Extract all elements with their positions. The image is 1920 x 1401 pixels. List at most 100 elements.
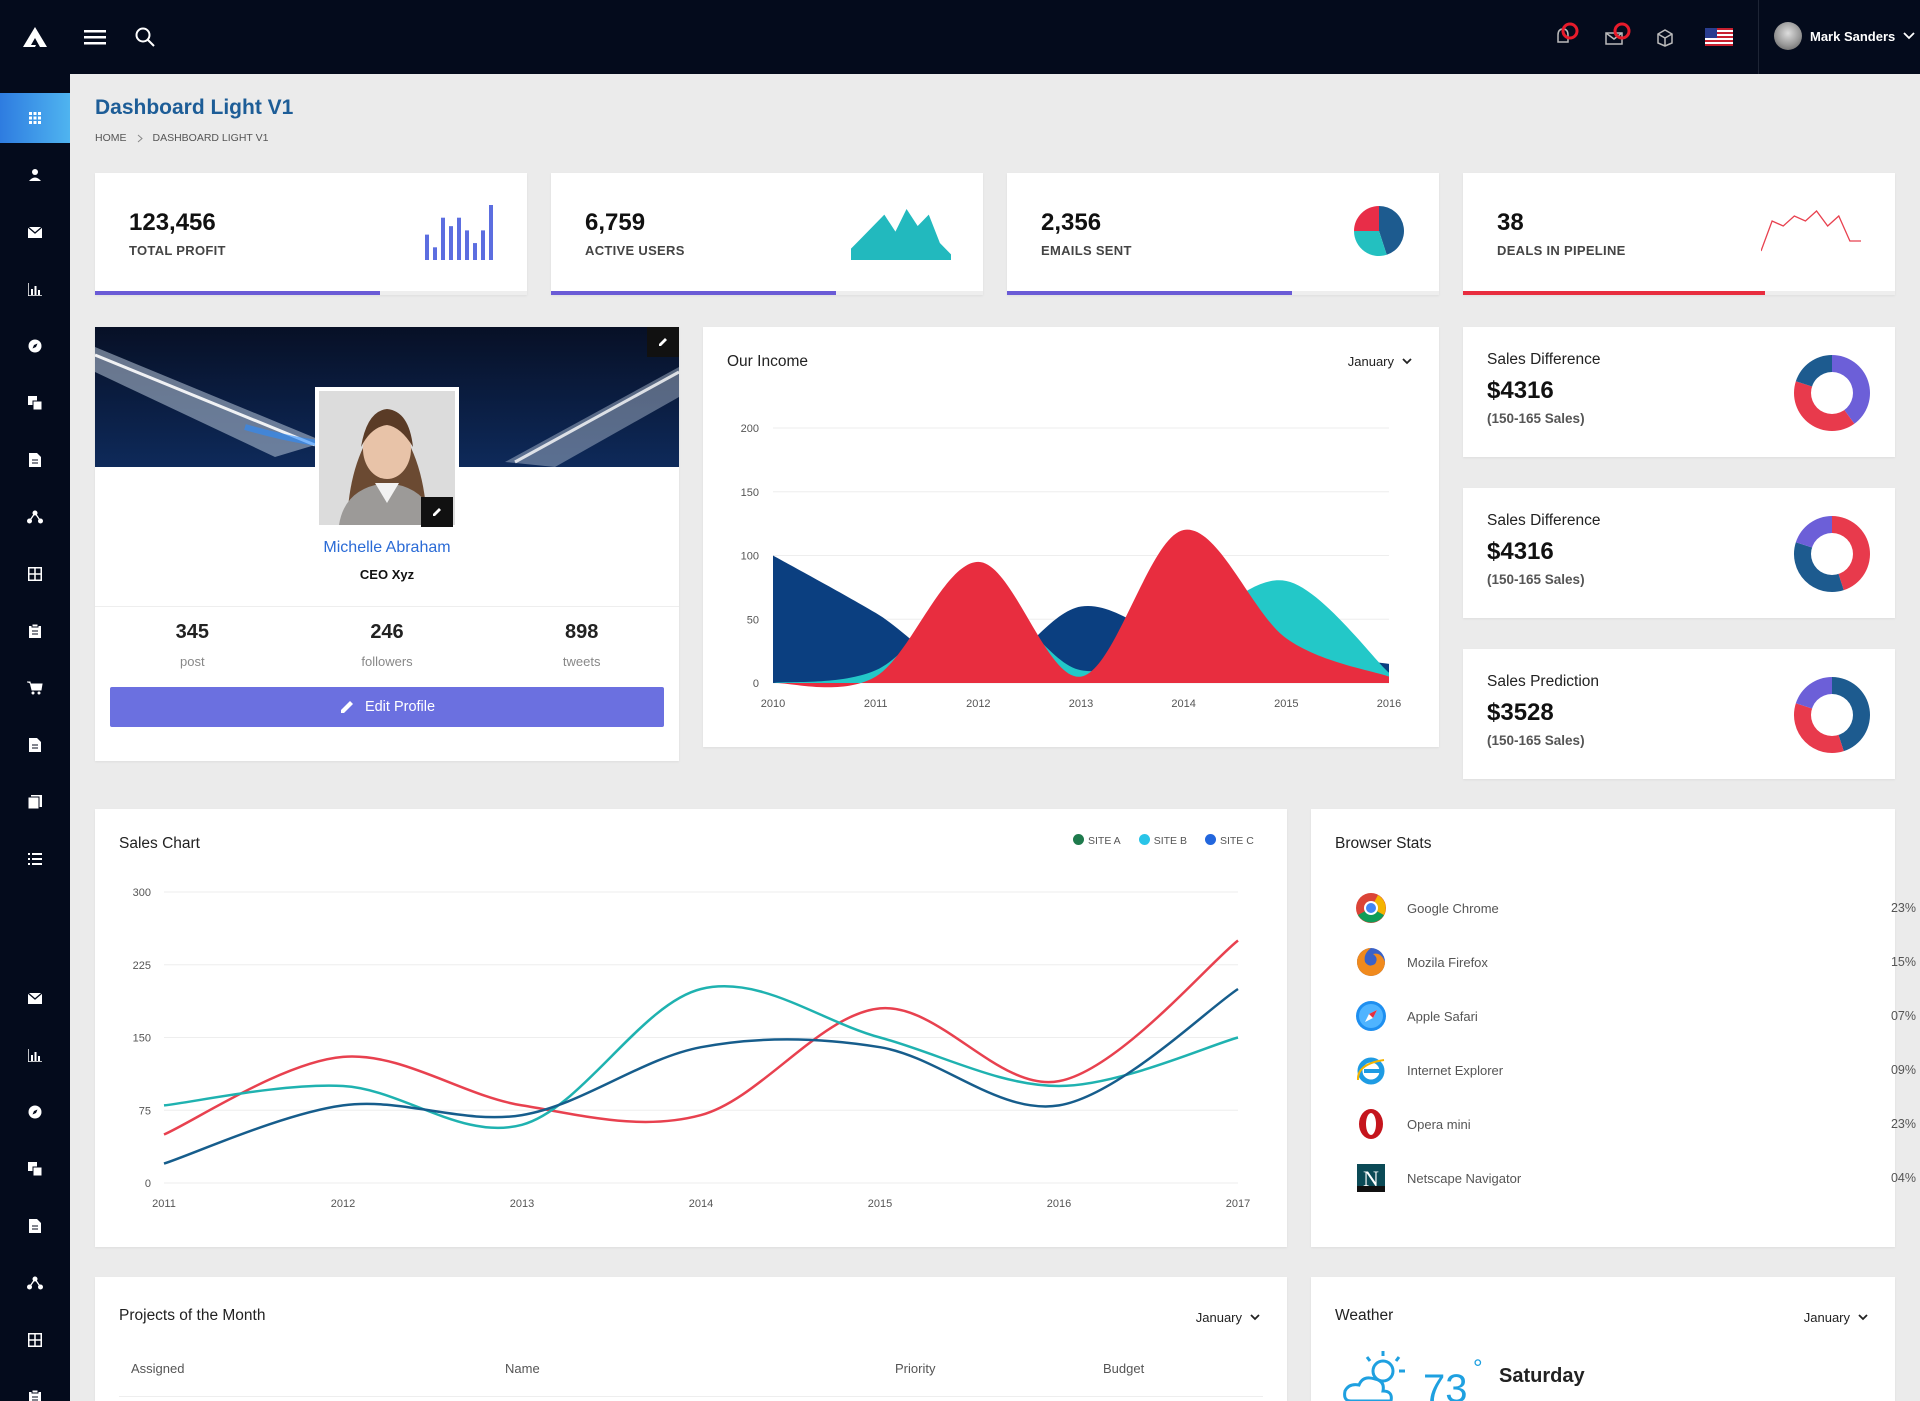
sidebar-item-dashboard[interactable]	[0, 93, 70, 143]
sidebar-item-grid-2[interactable]	[0, 1315, 70, 1365]
sidebar-item-explore[interactable]	[0, 321, 70, 371]
mini-pie-chart	[1354, 206, 1404, 256]
sales-card-title: Sales Difference	[1487, 512, 1601, 529]
mini-bar	[425, 234, 429, 260]
sidebar-item-sitemap-2[interactable]	[0, 1258, 70, 1308]
profile-name[interactable]: Michelle Abraham	[323, 539, 451, 556]
breadcrumb-home[interactable]: HOME	[95, 132, 127, 144]
sidebar-item-charts[interactable]	[0, 264, 70, 314]
y-tick-label: 225	[133, 960, 151, 972]
dashboard-icon	[29, 112, 41, 124]
sales-card-sub: (150-165 Sales)	[1487, 411, 1585, 426]
chevron-down-icon	[1903, 32, 1915, 40]
weather-degree: °	[1473, 1355, 1483, 1382]
sidebar	[0, 74, 70, 1401]
x-tick-label: 2013	[1069, 698, 1093, 710]
browser-row: Apple Safari 07%	[1341, 996, 1916, 1036]
legend-site-c[interactable]: SITE C	[1204, 834, 1254, 847]
sidebar-item-explore-2[interactable]	[0, 1087, 70, 1137]
cover-edit-button[interactable]	[647, 327, 679, 357]
mini-area-chart	[851, 209, 951, 260]
stat-progress	[1463, 291, 1895, 295]
stat-label: ACTIVE USERS	[585, 243, 685, 258]
projects-month-dropdown[interactable]: January	[1196, 1310, 1260, 1325]
sidebar-item-mail-2[interactable]	[0, 973, 70, 1023]
sidebar-item-copy-2[interactable]	[0, 1144, 70, 1194]
safari-icon	[1356, 1001, 1386, 1031]
stat-card-emails: 2,356 EMAILS SENT	[1007, 173, 1439, 295]
browser-pct: 07%	[1890, 1009, 1916, 1023]
weather-temp: 73	[1423, 1367, 1468, 1401]
stat-label: DEALS IN PIPELINE	[1497, 243, 1626, 258]
sidebar-item-grid[interactable]	[0, 549, 70, 599]
count-label: followers	[361, 654, 413, 669]
sales-card-value: $4316	[1487, 377, 1554, 404]
top-bar: Mark Sanders	[0, 0, 1920, 74]
us-flag-icon[interactable]	[1702, 20, 1736, 54]
browser-name: Internet Explorer	[1407, 1062, 1504, 1078]
column-header[interactable]: Budget	[1103, 1361, 1145, 1376]
chrome-icon	[1356, 893, 1386, 923]
browser-row: Mozila Firefox 15%	[1341, 942, 1916, 982]
sidebar-item-users[interactable]	[0, 150, 70, 200]
photo-edit-button[interactable]	[421, 497, 453, 527]
sidebar-item-sitemap[interactable]	[0, 492, 70, 542]
sales-chart-title: Sales Chart	[119, 835, 200, 852]
column-header[interactable]: Assigned	[131, 1361, 185, 1376]
sales-card-value: $4316	[1487, 538, 1554, 565]
browser-pct: 15%	[1890, 955, 1916, 969]
column-header[interactable]: Priority	[895, 1361, 936, 1376]
browser-name: Opera mini	[1407, 1116, 1471, 1132]
netscape-icon: N	[1357, 1164, 1385, 1192]
sidebar-item-files-2[interactable]	[0, 1201, 70, 1251]
menu-icon[interactable]	[78, 20, 112, 54]
column-header[interactable]: Name	[505, 1361, 540, 1376]
stat-card-deals: 38 DEALS IN PIPELINE	[1463, 173, 1895, 295]
envelope-icon	[28, 992, 42, 1004]
weather-month-dropdown[interactable]: January	[1804, 1310, 1868, 1325]
sidebar-item-files[interactable]	[0, 435, 70, 485]
box-icon[interactable]	[1648, 20, 1682, 54]
envelope-icon[interactable]	[1600, 20, 1634, 54]
x-tick-label: 2016	[1377, 698, 1401, 710]
legend-label: SITE C	[1219, 835, 1254, 847]
mini-bar	[473, 243, 477, 260]
x-tick-label: 2012	[966, 698, 990, 710]
search-icon[interactable]	[128, 20, 162, 54]
donut-hole	[1811, 694, 1853, 736]
legend-site-a[interactable]: SITE A	[1073, 834, 1121, 847]
pencil-icon	[659, 338, 667, 346]
app-logo[interactable]	[0, 0, 70, 74]
pie-slice	[1354, 206, 1379, 231]
user-menu[interactable]: Mark Sanders	[1774, 22, 1915, 50]
donut-chart	[1794, 516, 1870, 592]
legend-label: SITE A	[1088, 835, 1121, 847]
grid-icon	[28, 1333, 42, 1347]
mini-bar	[449, 226, 453, 260]
legend-site-b[interactable]: SITE B	[1138, 834, 1187, 847]
income-month-dropdown[interactable]: January	[1348, 354, 1412, 369]
sidebar-item-charts-2[interactable]	[0, 1030, 70, 1080]
sidebar-item-copy[interactable]	[0, 378, 70, 428]
x-tick-label: 2010	[761, 698, 785, 710]
sales-card-sub: (150-165 Sales)	[1487, 733, 1585, 748]
stat-value: 123,456	[129, 209, 216, 236]
sidebar-item-documents[interactable]	[0, 720, 70, 770]
stat-label: TOTAL PROFIT	[129, 243, 226, 258]
sidebar-item-mail[interactable]	[0, 207, 70, 257]
sidebar-item-pages[interactable]	[0, 777, 70, 827]
edit-profile-button[interactable]: Edit Profile	[110, 687, 664, 727]
sales-card-title: Sales Prediction	[1487, 673, 1600, 690]
x-tick-label: 2014	[1171, 698, 1195, 710]
topbar-divider	[1758, 0, 1759, 74]
table-header-divider	[119, 1396, 1263, 1397]
sidebar-item-shop[interactable]	[0, 663, 70, 713]
y-tick-label: 200	[741, 423, 759, 435]
browser-name: Mozila Firefox	[1407, 954, 1488, 970]
sidebar-item-clipboard[interactable]	[0, 606, 70, 656]
sidebar-item-list[interactable]	[0, 834, 70, 884]
x-tick-label: 2011	[152, 1198, 176, 1210]
x-tick-label: 2015	[868, 1198, 892, 1210]
bell-icon[interactable]	[1548, 20, 1582, 54]
sidebar-item-clipboard-2[interactable]	[0, 1372, 70, 1401]
